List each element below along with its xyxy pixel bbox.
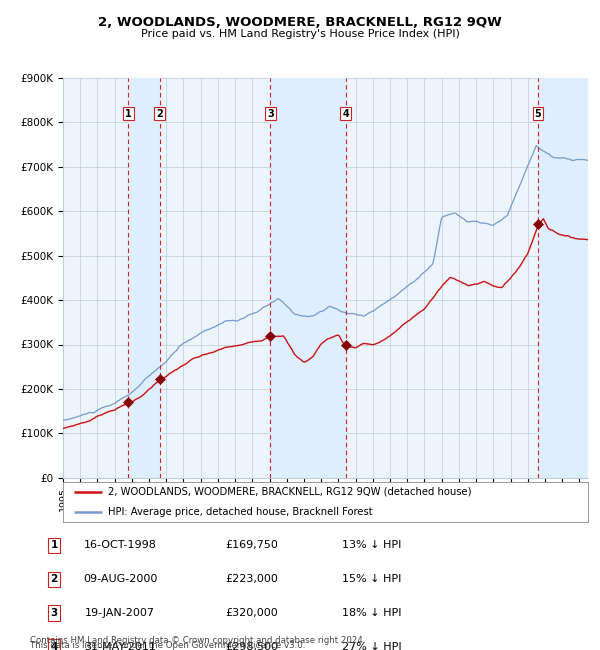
- Text: This data is licensed under the Open Government Licence v3.0.: This data is licensed under the Open Gov…: [30, 641, 305, 650]
- Bar: [128, 78, 160, 478]
- Text: Contains HM Land Registry data © Crown copyright and database right 2024.: Contains HM Land Registry data © Crown c…: [30, 636, 365, 645]
- Text: 2: 2: [50, 574, 58, 584]
- Text: 13% ↓ HPI: 13% ↓ HPI: [343, 540, 401, 551]
- Text: 5: 5: [535, 109, 541, 118]
- Text: 2: 2: [156, 109, 163, 118]
- Text: 1: 1: [50, 540, 58, 551]
- Text: 2, WOODLANDS, WOODMERE, BRACKNELL, RG12 9QW: 2, WOODLANDS, WOODMERE, BRACKNELL, RG12 …: [98, 16, 502, 29]
- Text: 19-JAN-2007: 19-JAN-2007: [85, 608, 155, 618]
- Text: 3: 3: [267, 109, 274, 118]
- Text: Price paid vs. HM Land Registry's House Price Index (HPI): Price paid vs. HM Land Registry's House …: [140, 29, 460, 39]
- Text: £298,500: £298,500: [226, 642, 278, 650]
- Text: 2, WOODLANDS, WOODMERE, BRACKNELL, RG12 9QW (detached house): 2, WOODLANDS, WOODMERE, BRACKNELL, RG12 …: [107, 487, 471, 497]
- Text: £223,000: £223,000: [226, 574, 278, 584]
- Text: £320,000: £320,000: [226, 608, 278, 618]
- Text: 31-MAY-2011: 31-MAY-2011: [84, 642, 156, 650]
- Text: 3: 3: [50, 608, 58, 618]
- Text: 27% ↓ HPI: 27% ↓ HPI: [342, 642, 402, 650]
- Text: 16-OCT-1998: 16-OCT-1998: [83, 540, 157, 551]
- Text: £169,750: £169,750: [226, 540, 278, 551]
- Text: 1: 1: [125, 109, 131, 118]
- Text: HPI: Average price, detached house, Bracknell Forest: HPI: Average price, detached house, Brac…: [107, 507, 372, 517]
- Text: 15% ↓ HPI: 15% ↓ HPI: [343, 574, 401, 584]
- Text: 4: 4: [342, 109, 349, 118]
- Bar: [538, 78, 588, 478]
- Bar: [271, 78, 346, 478]
- Text: 09-AUG-2000: 09-AUG-2000: [83, 574, 157, 584]
- Text: 4: 4: [50, 642, 58, 650]
- Text: 18% ↓ HPI: 18% ↓ HPI: [342, 608, 402, 618]
